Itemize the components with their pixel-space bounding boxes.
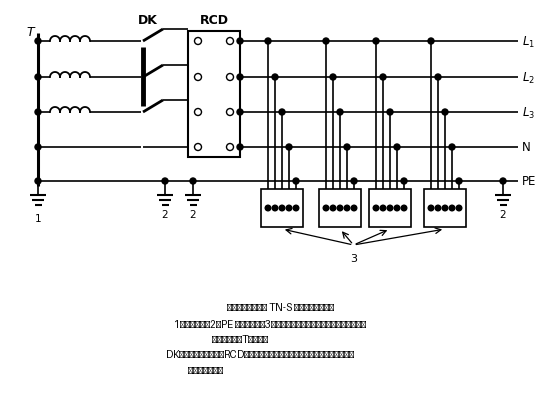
Circle shape [435,75,441,81]
Circle shape [428,39,434,45]
Circle shape [190,178,196,184]
Text: $L_2$: $L_2$ [522,70,535,85]
Circle shape [272,75,278,81]
Text: $L_1$: $L_1$ [522,34,535,49]
Bar [424,190,466,227]
Circle shape [323,206,329,211]
Circle shape [401,206,407,211]
Circle shape [351,178,357,184]
Bar [188,32,240,158]
Text: $L_3$: $L_3$ [522,105,535,120]
Circle shape [194,109,202,116]
Circle shape [337,110,343,116]
Bar [261,190,303,227]
Circle shape [293,178,299,184]
Circle shape [35,75,41,81]
Circle shape [373,206,379,211]
Text: PE: PE [522,175,536,188]
Circle shape [394,206,400,211]
Circle shape [456,178,462,184]
Circle shape [35,145,41,151]
Circle shape [344,206,350,211]
Circle shape [35,178,41,184]
Circle shape [293,206,299,211]
Circle shape [226,74,234,81]
Circle shape [265,206,271,211]
Text: 2: 2 [190,209,197,219]
Circle shape [286,145,292,151]
Circle shape [373,39,379,45]
Circle shape [330,206,336,211]
Circle shape [380,206,386,211]
Circle shape [449,206,455,211]
Circle shape [272,206,278,211]
Text: N: N [522,141,531,154]
Circle shape [401,178,407,184]
Circle shape [237,110,243,116]
Text: 2: 2 [500,209,506,219]
Circle shape [449,145,455,151]
Circle shape [323,39,329,45]
Circle shape [442,206,448,211]
Circle shape [428,206,434,211]
Circle shape [387,206,393,211]
Text: 1: 1 [35,213,41,223]
Bar [319,190,361,227]
Circle shape [194,74,202,81]
Text: T: T [26,25,34,38]
Circle shape [226,38,234,45]
Circle shape [442,110,448,116]
Text: 3: 3 [350,253,357,263]
Circle shape [337,206,343,211]
Circle shape [194,144,202,151]
Circle shape [226,144,234,151]
Circle shape [387,110,393,116]
Circle shape [351,206,357,211]
Bar [369,190,411,227]
Circle shape [265,39,271,45]
Circle shape [500,178,506,184]
Circle shape [286,206,292,211]
Circle shape [456,206,462,211]
Circle shape [35,39,41,45]
Circle shape [435,206,441,211]
Circle shape [162,178,168,184]
Circle shape [380,75,386,81]
Circle shape [279,110,285,116]
Circle shape [279,206,285,211]
Circle shape [394,145,400,151]
Circle shape [226,109,234,116]
Circle shape [344,145,350,151]
Circle shape [237,39,243,45]
Text: DK: DK [138,14,158,26]
Text: 2: 2 [162,209,169,219]
Circle shape [237,145,243,151]
Circle shape [237,75,243,81]
Circle shape [35,110,41,116]
Circle shape [330,75,336,81]
Text: RCD: RCD [199,14,228,26]
Circle shape [194,38,202,45]
